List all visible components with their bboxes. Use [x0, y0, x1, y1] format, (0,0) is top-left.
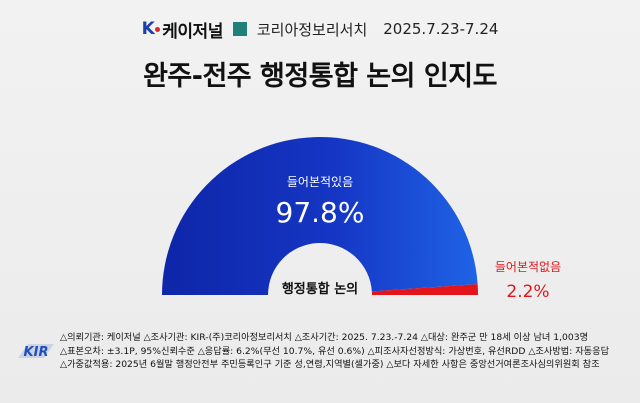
- header: K 케이저널 코리아정보리서치 2025.7.23-7.24: [0, 17, 640, 42]
- survey-dates: 2025.7.23-7.24: [383, 20, 499, 38]
- logo-dot-icon: [155, 26, 161, 32]
- center-label: 행정통합 논의: [282, 281, 358, 297]
- page-title: 완주-전주 행정통합 논의 인지도: [143, 61, 497, 92]
- slice-unaware: [371, 284, 478, 295]
- slice-label-unaware: 들어본적없음: [495, 260, 561, 274]
- research-org: 코리아정보리서치: [256, 20, 368, 39]
- slice-value-aware: 97.8%: [276, 196, 365, 229]
- note-line-1: △의뢰기관: 케이저널 △조사기관: KIR-(주)코리아정보리서치 △조사기간…: [60, 332, 589, 343]
- kir-logo-icon: KIR: [18, 344, 54, 360]
- note-line-3: △가중값적용: 2025년 6월말 행정안전부 주민등록인구 기준 성,연령,지…: [60, 359, 600, 370]
- logo-prefix: K: [141, 19, 155, 39]
- slice-value-unaware: 2.2%: [506, 282, 549, 302]
- kir-logo-text: KIR: [24, 345, 49, 360]
- logo-text: 케이저널: [162, 21, 223, 42]
- slice-aware: [162, 137, 478, 295]
- note-line-2: △표본오차: ±3.1P, 95%신뢰수준 △응답률: 6.2%(무선 10.7…: [60, 345, 610, 357]
- square-icon: [232, 22, 247, 36]
- survey-footer: KIR △의뢰기관: 케이저널 △조사기관: KIR-(주)코리아정보리서치 △…: [0, 326, 640, 403]
- survey-notes: △의뢰기관: 케이저널 △조사기관: KIR-(주)코리아정보리서치 △조사기간…: [60, 331, 635, 372]
- kjournal-logo: K 케이저널: [141, 17, 224, 42]
- slice-label-aware: 들어본적있음: [287, 175, 353, 189]
